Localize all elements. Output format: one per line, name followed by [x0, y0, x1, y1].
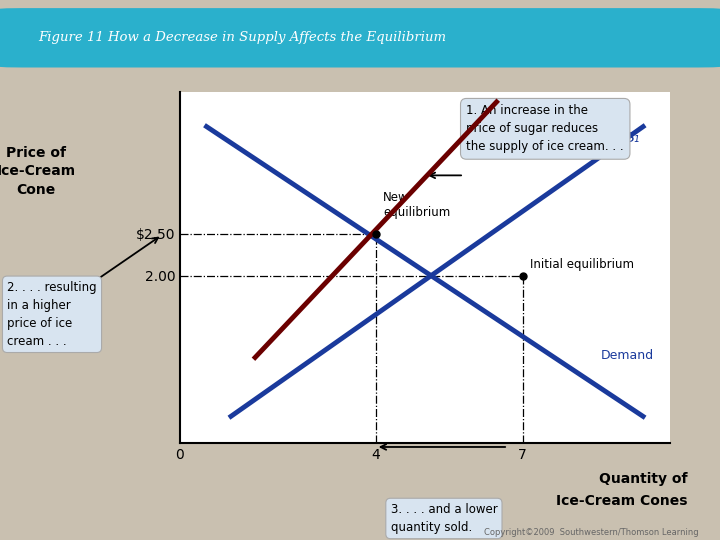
- Text: Quantity of: Quantity of: [599, 472, 688, 487]
- Text: New
equilibrium: New equilibrium: [383, 191, 451, 219]
- Text: Demand: Demand: [601, 348, 654, 362]
- Text: Initial equilibrium: Initial equilibrium: [530, 259, 634, 272]
- Text: Ice-Cream Cones: Ice-Cream Cones: [556, 494, 688, 508]
- Text: Figure 11 How a Decrease in Supply Affects the Equilibrium: Figure 11 How a Decrease in Supply Affec…: [39, 31, 446, 44]
- Text: Price of
Ice-Cream
Cone: Price of Ice-Cream Cone: [0, 146, 76, 197]
- FancyBboxPatch shape: [0, 8, 720, 68]
- Text: Copyright©2009  Southwestern/Thomson Learning: Copyright©2009 Southwestern/Thomson Lear…: [484, 528, 698, 537]
- Text: 2. . . . resulting
in a higher
price of ice
cream . . .: 2. . . . resulting in a higher price of …: [7, 281, 96, 348]
- Text: S₂: S₂: [469, 114, 483, 128]
- Text: 1. An increase in the
price of sugar reduces
the supply of ice cream. . .: 1. An increase in the price of sugar red…: [467, 104, 624, 153]
- Text: 3. . . . and a lower
quantity sold.: 3. . . . and a lower quantity sold.: [390, 503, 498, 534]
- Text: S₁: S₁: [626, 131, 640, 145]
